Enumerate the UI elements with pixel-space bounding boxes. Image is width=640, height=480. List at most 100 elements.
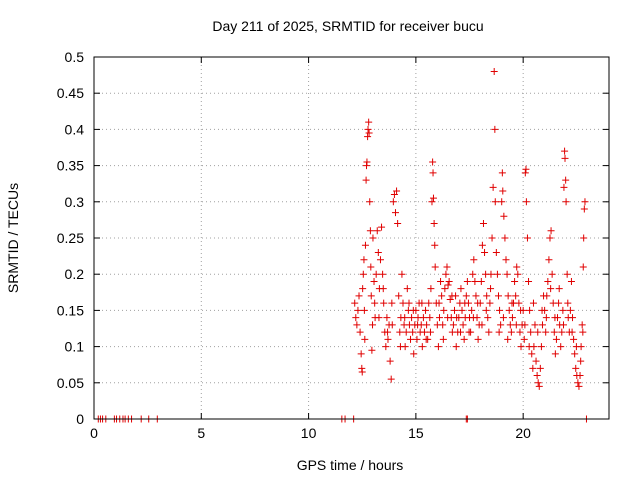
data-point (371, 299, 379, 307)
data-point (534, 328, 542, 336)
y-tick-label: 0.3 (65, 194, 85, 210)
data-point (548, 270, 556, 278)
data-point (413, 335, 421, 343)
data-point (551, 314, 559, 322)
data-point (429, 194, 437, 202)
data-point (488, 234, 496, 242)
data-point (441, 285, 449, 293)
data-point (427, 285, 435, 293)
data-point (359, 285, 367, 293)
data-point (497, 321, 505, 329)
data-point (495, 328, 503, 336)
data-point (418, 299, 426, 307)
data-point (369, 321, 377, 329)
data-point (492, 248, 500, 256)
data-point (571, 350, 579, 358)
data-point (514, 270, 522, 278)
data-point (360, 306, 368, 314)
data-point (451, 306, 458, 314)
data-point (418, 343, 426, 351)
data-point (560, 183, 568, 191)
data-point (379, 270, 387, 278)
data-point (522, 165, 530, 173)
y-tick-label: 0.2 (65, 266, 85, 282)
data-point (468, 306, 476, 314)
data-point (386, 357, 394, 365)
data-point (434, 343, 442, 351)
data-point (384, 328, 392, 336)
data-point (399, 299, 407, 307)
data-point (429, 158, 437, 166)
data-point (469, 270, 477, 278)
data-point (360, 256, 368, 264)
data-point (357, 350, 365, 358)
data-point (520, 335, 528, 343)
data-point (499, 187, 507, 195)
data-point (452, 343, 460, 351)
y-tick-label: 0.1 (65, 339, 85, 355)
y-tick-label: 0.4 (65, 121, 85, 137)
data-point (494, 292, 502, 300)
grid-lines (94, 57, 609, 419)
data-point (474, 335, 482, 343)
data-point (546, 234, 554, 242)
data-point (508, 314, 516, 322)
x-axis-title: GPS time / hours (297, 457, 404, 473)
data-point (566, 306, 574, 314)
x-tick-label: 10 (301, 425, 317, 441)
data-point (458, 306, 466, 314)
y-tick-label: 0.05 (57, 375, 84, 391)
data-point (446, 296, 454, 304)
data-point (482, 306, 490, 314)
data-point (445, 277, 453, 285)
chart-title: Day 211 of 2025, SRMTID for receiver buc… (212, 18, 483, 34)
data-point (379, 285, 387, 293)
data-point (461, 299, 469, 307)
data-point (402, 328, 410, 336)
data-point (507, 328, 515, 336)
data-point (426, 314, 434, 322)
data-point (460, 335, 468, 343)
data-point (388, 321, 396, 329)
data-point (513, 263, 521, 271)
y-tick-label: 0 (76, 411, 84, 427)
data-point (444, 314, 452, 322)
data-point (387, 375, 395, 383)
data-point (363, 158, 371, 166)
data-point (529, 364, 537, 372)
data-point (483, 292, 491, 300)
data-point (552, 335, 560, 343)
data-point (502, 256, 510, 264)
data-point (481, 248, 489, 256)
x-tick-label: 15 (408, 425, 424, 441)
data-point (562, 176, 570, 184)
data-point (425, 299, 433, 307)
data-point (525, 343, 533, 351)
data-point (484, 314, 492, 322)
data-point (389, 198, 397, 206)
y-axis-title: SRMTID / TECUs (5, 183, 21, 293)
data-point (375, 314, 383, 322)
data-point (396, 328, 404, 336)
data-point (393, 187, 401, 195)
data-point (538, 306, 546, 314)
data-point (351, 299, 359, 307)
data-point (444, 281, 452, 289)
data-point (409, 328, 417, 336)
data-point (508, 299, 516, 307)
data-point (443, 263, 451, 271)
data-point (568, 328, 576, 336)
data-point (442, 270, 450, 278)
data-point (372, 270, 380, 278)
data-point (437, 277, 445, 285)
y-tick-label: 0.15 (57, 302, 84, 318)
data-point (558, 328, 566, 336)
data-point (536, 364, 544, 372)
data-point (562, 198, 570, 206)
data-point (398, 270, 406, 278)
data-point (527, 328, 535, 336)
data-point (521, 321, 529, 329)
data-point (569, 314, 577, 322)
data-point (555, 285, 563, 293)
